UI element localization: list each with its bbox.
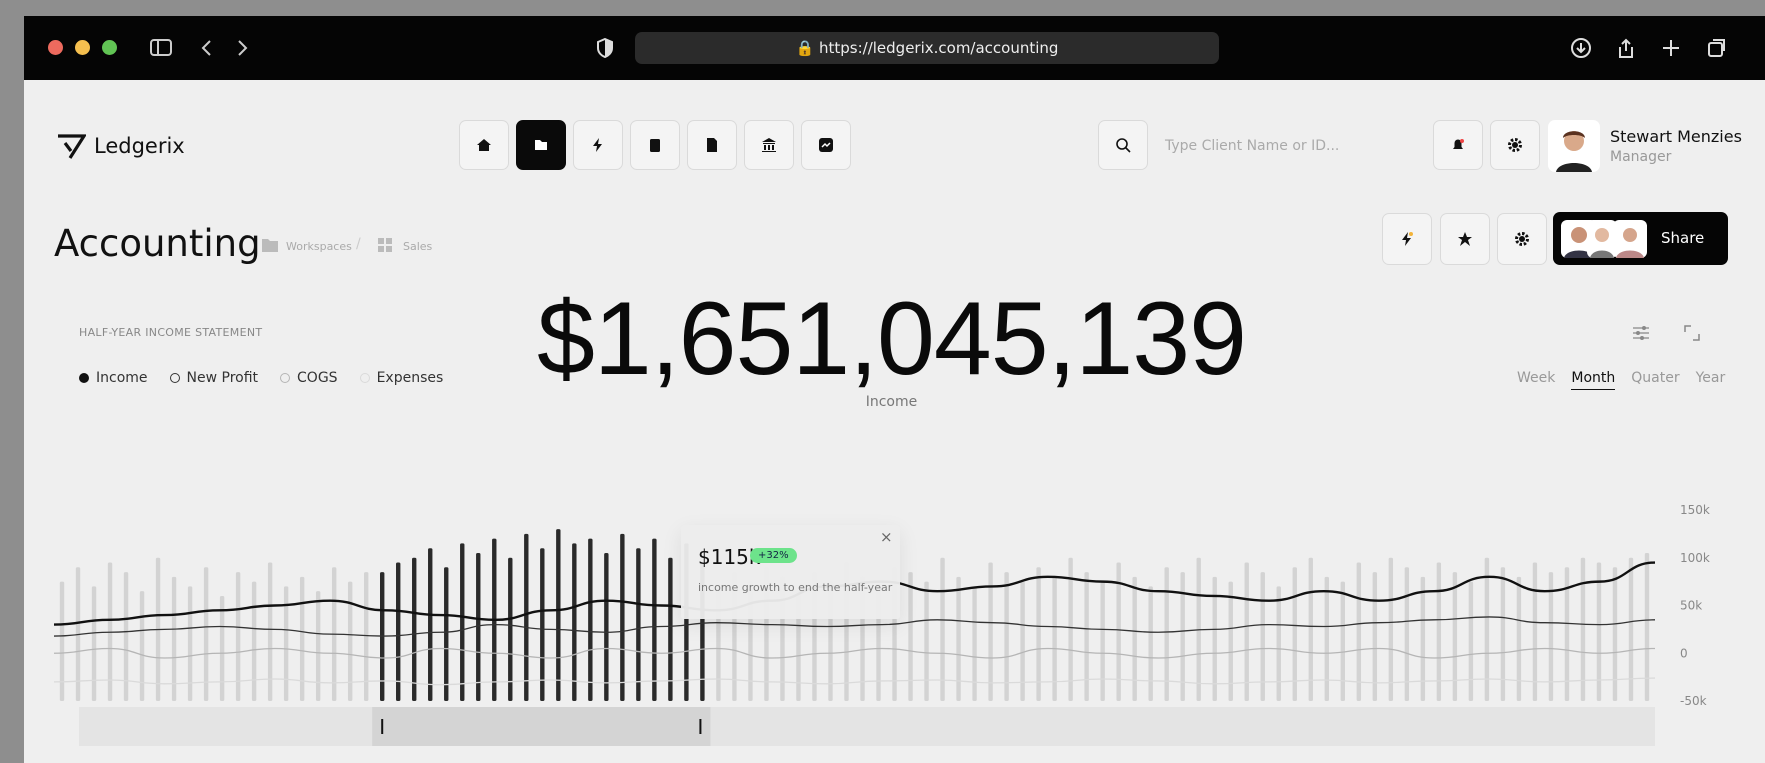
period-tabs: Week Month Quater Year	[1517, 370, 1725, 390]
toolbar-icons[interactable]	[1570, 36, 1750, 60]
action-star[interactable]	[1440, 213, 1490, 265]
period-tab[interactable]: Week	[1517, 370, 1556, 386]
legend-item[interactable]: Expenses	[359, 370, 444, 386]
action-settings[interactable]	[1497, 213, 1547, 265]
nav-folder[interactable]	[516, 120, 566, 170]
legend-label: Income	[96, 370, 148, 386]
nav-bank[interactable]	[744, 120, 794, 170]
total-label: Income	[865, 394, 918, 410]
minimize-dot[interactable]	[75, 40, 90, 55]
share-avatars	[1561, 220, 1647, 258]
legend-label: COGS	[297, 370, 338, 386]
period-tab[interactable]: Month	[1571, 370, 1616, 390]
tooltip-text: income growth to end the half-year	[698, 581, 893, 594]
legend-item[interactable]: New Profit	[169, 370, 259, 386]
tooltip: $115k +32% income growth to end the half…	[681, 525, 900, 619]
user-role: Manager	[1610, 149, 1672, 165]
breadcrumb-item[interactable]: Workspaces	[286, 240, 352, 253]
user-name: Stewart Menzies	[1610, 127, 1742, 146]
legend-label: New Profit	[186, 370, 259, 386]
search-button[interactable]	[1098, 120, 1148, 170]
period-tab[interactable]: Quater	[1631, 370, 1680, 386]
legend: Income New Profit COGS Expenses	[79, 370, 443, 386]
tooltip-badge: +32%	[750, 548, 797, 563]
breadcrumb-item[interactable]: Sales	[403, 240, 433, 253]
action-bolt[interactable]	[1382, 213, 1432, 265]
chart-title: HALF-YEAR INCOME STATEMENT	[79, 326, 263, 339]
nav-home[interactable]	[459, 120, 509, 170]
folder-icon	[262, 239, 278, 252]
url: https://ledgerix.com/accounting	[818, 39, 1059, 57]
share-label: Share	[1661, 229, 1705, 247]
zoom-dot[interactable]	[102, 40, 117, 55]
avatar[interactable]	[1548, 120, 1600, 172]
search-placeholder[interactable]: Type Client Name or ID...	[1165, 138, 1340, 154]
app	[24, 80, 1765, 763]
grid-icon	[378, 238, 392, 252]
nav-chart[interactable]	[801, 120, 851, 170]
notifications[interactable]	[1433, 120, 1483, 170]
total-value: $1,651,045,139	[537, 281, 1247, 397]
legend-marker	[280, 373, 291, 383]
settings[interactable]	[1490, 120, 1540, 170]
tooltip-close[interactable]: ×	[880, 528, 893, 546]
nav-icons[interactable]	[150, 38, 260, 58]
period-tab[interactable]: Year	[1695, 370, 1726, 386]
legend-item[interactable]: Income	[79, 370, 148, 386]
nav-document[interactable]	[687, 120, 737, 170]
page-title: Accounting	[54, 222, 261, 265]
browser-bar: 🔒 https://ledgerix.com/accounting	[24, 16, 1765, 80]
brand: Ledgerix	[94, 134, 185, 158]
breadcrumb-separator: /	[356, 236, 361, 252]
logo-mark	[58, 134, 86, 159]
share-button[interactable]: Share	[1553, 212, 1728, 265]
url-bar[interactable]: 🔒 https://ledgerix.com/accounting	[635, 32, 1219, 64]
legend-marker	[359, 373, 370, 383]
legend-marker	[169, 373, 180, 383]
legend-marker	[79, 373, 89, 383]
legend-item[interactable]: COGS	[280, 370, 338, 386]
legend-label: Expenses	[376, 370, 444, 386]
nav-clipboard[interactable]	[630, 120, 680, 170]
shield-icon	[597, 38, 613, 58]
nav-bolt[interactable]	[573, 120, 623, 170]
chart-tools[interactable]	[1633, 324, 1701, 342]
close-dot[interactable]	[48, 40, 63, 55]
